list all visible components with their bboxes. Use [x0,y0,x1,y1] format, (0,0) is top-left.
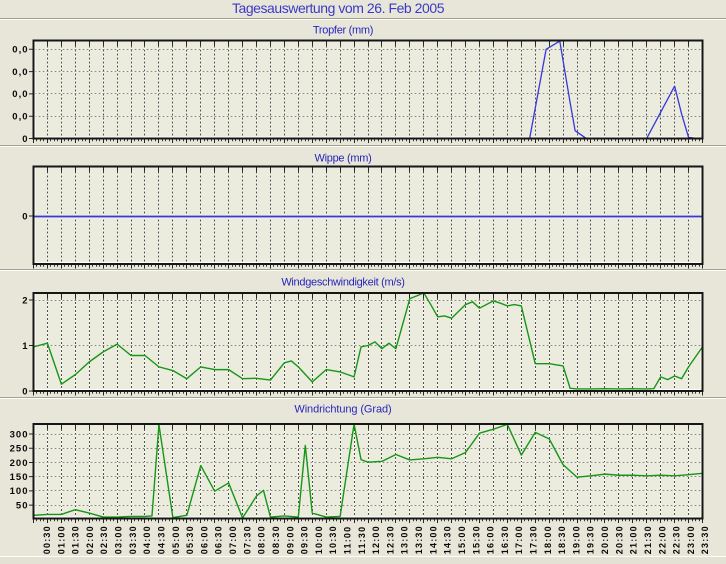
svg-text:06:00: 06:00 [199,525,209,554]
svg-text:09:30: 09:30 [300,525,310,554]
svg-text:07:00: 07:00 [228,525,238,554]
svg-text:19:30: 19:30 [586,525,596,554]
svg-text:18:00: 18:00 [543,525,553,554]
svg-text:22:00: 22:00 [657,525,667,554]
svg-text:23:00: 23:00 [686,525,696,554]
svg-text:07:30: 07:30 [242,525,252,554]
svg-text:00:30: 00:30 [42,525,52,554]
svg-text:22:30: 22:30 [672,525,682,554]
svg-text:13:00: 13:00 [400,525,410,554]
svg-text:150: 150 [10,472,29,483]
svg-text:14:00: 14:00 [428,525,438,554]
svg-text:21:30: 21:30 [643,525,653,554]
svg-text:250: 250 [10,444,29,455]
svg-text:10:00: 10:00 [314,525,324,554]
svg-text:15:30: 15:30 [471,525,481,554]
svg-text:0,0: 0,0 [12,67,28,78]
svg-text:1: 1 [22,341,28,352]
svg-text:50: 50 [16,500,29,511]
svg-text:16:30: 16:30 [500,525,510,554]
svg-text:Wippe (mm): Wippe (mm) [315,153,372,165]
svg-text:21:00: 21:00 [629,525,639,554]
svg-text:20:00: 20:00 [600,525,610,554]
svg-text:03:00: 03:00 [114,525,124,554]
svg-text:100: 100 [10,486,29,497]
svg-text:Tagesauswertung vom 26. Feb 20: Tagesauswertung vom 26. Feb 2005 [232,0,445,16]
svg-text:06:30: 06:30 [214,525,224,554]
svg-text:08:00: 08:00 [257,525,267,554]
svg-text:0: 0 [22,386,28,397]
svg-text:02:00: 02:00 [85,525,95,554]
svg-text:04:30: 04:30 [156,525,166,554]
svg-text:20:30: 20:30 [614,525,624,554]
svg-text:23:30: 23:30 [700,525,710,554]
svg-text:08:30: 08:30 [271,525,281,554]
svg-text:01:00: 01:00 [56,525,66,554]
svg-text:0: 0 [22,134,28,145]
svg-text:0,0: 0,0 [12,45,28,56]
svg-text:11:00: 11:00 [342,526,352,555]
svg-text:16:00: 16:00 [486,525,496,554]
svg-text:17:30: 17:30 [529,525,539,554]
svg-text:04:00: 04:00 [142,525,152,554]
svg-text:14:30: 14:30 [443,525,453,554]
svg-text:05:30: 05:30 [185,525,195,554]
svg-text:10:30: 10:30 [328,525,338,554]
svg-text:03:30: 03:30 [128,525,138,554]
svg-text:0: 0 [22,211,28,222]
svg-text:Windgeschwindigkeit (m/s): Windgeschwindigkeit (m/s) [281,277,404,289]
svg-text:12:00: 12:00 [371,525,381,554]
svg-text:Windrichtung (Grad): Windrichtung (Grad) [294,404,391,416]
svg-text:300: 300 [10,429,29,440]
svg-text:18:30: 18:30 [557,525,567,554]
svg-text:12:30: 12:30 [385,525,395,554]
svg-text:02:30: 02:30 [99,525,109,554]
svg-text:15:00: 15:00 [457,525,467,554]
svg-text:11:30: 11:30 [357,526,367,555]
svg-text:17:00: 17:00 [514,525,524,554]
svg-text:13:30: 13:30 [414,525,424,554]
svg-text:0,0: 0,0 [12,89,28,100]
svg-text:09:00: 09:00 [285,525,295,554]
svg-text:05:00: 05:00 [171,525,181,554]
svg-text:01:30: 01:30 [71,525,81,554]
svg-text:0,0: 0,0 [12,112,28,123]
svg-text:2: 2 [22,295,28,306]
svg-text:Tropfer (mm): Tropfer (mm) [313,25,373,37]
svg-text:19:00: 19:00 [571,525,581,554]
svg-text:200: 200 [10,458,29,469]
